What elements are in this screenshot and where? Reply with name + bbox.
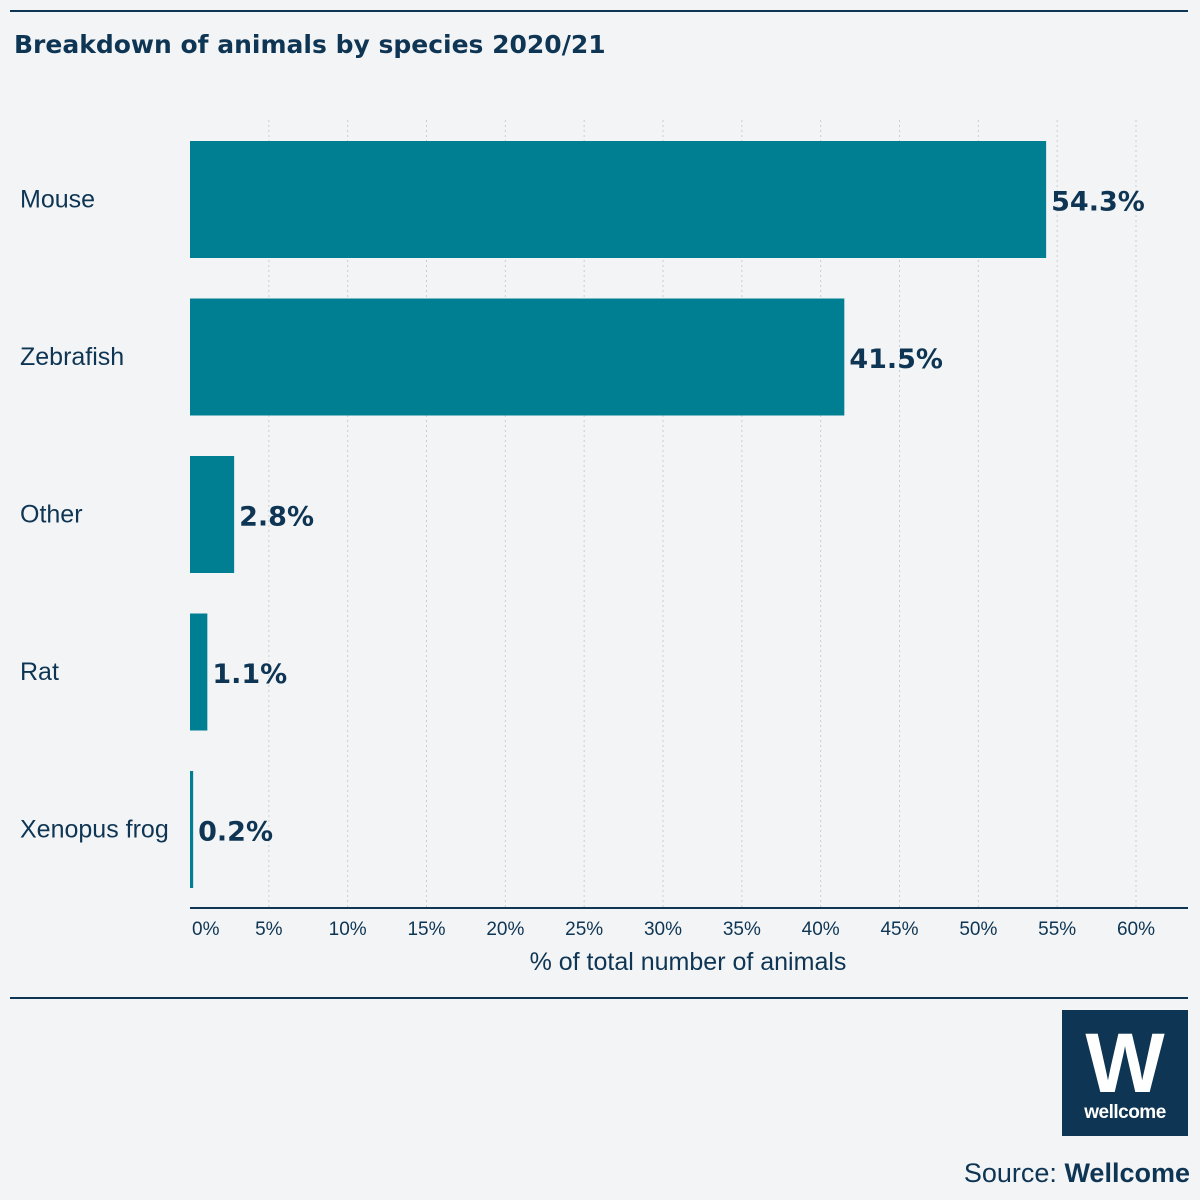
bar [190,456,235,573]
bar [190,141,1047,258]
x-tick-label: 0% [192,919,220,940]
category-label: Zebrafish [20,343,124,371]
category-label: Xenopus frog [20,816,169,844]
source-name: Wellcome [1064,1158,1190,1188]
top-rule [10,10,1188,12]
data-label: 41.5% [849,344,943,375]
data-label: 2.8% [239,502,314,533]
category-label: Rat [20,658,59,686]
x-tick-label: 15% [407,919,445,940]
source-label: Source: [963,1158,1057,1188]
bar-chart: 0% 5% 10% 15% 20% 25% 30% 35% 40% 45% 50% 55% 60% Mou… [20,120,1188,976]
x-tick-label: 55% [1038,919,1076,940]
x-tick-label: 45% [880,919,918,940]
x-tick-label: 35% [723,919,761,940]
bar [190,771,194,888]
x-tick-label: 60% [1117,919,1155,940]
x-tick-label: 25% [565,919,603,940]
x-tick-label: 10% [329,919,367,940]
x-tick-label: 20% [486,919,524,940]
x-tick-label: 5% [255,919,283,940]
bar [190,613,208,731]
wellcome-w-mark: W [1085,1016,1165,1100]
source-line: Source: Wellcome [964,1158,1190,1189]
bottom-rule [10,997,1188,999]
data-label: 54.3% [1051,187,1145,218]
chart-title: Breakdown of animals by species 2020/21 [14,30,606,59]
logo-word: wellcome [1084,1102,1166,1123]
category-label: Mouse [20,186,95,214]
x-tick-label: 30% [644,919,682,940]
x-tick-label: 40% [802,919,840,940]
bar [190,298,845,416]
category-label: Other [20,501,83,529]
data-label: 1.1% [212,659,287,690]
x-axis-title: % of total number of animals [530,948,847,976]
x-tick-label: 50% [959,919,997,940]
wellcome-logo: W wellcome [1062,1010,1188,1136]
logo-mark-text: W [1085,1016,1165,1100]
data-label: 0.2% [198,817,273,848]
